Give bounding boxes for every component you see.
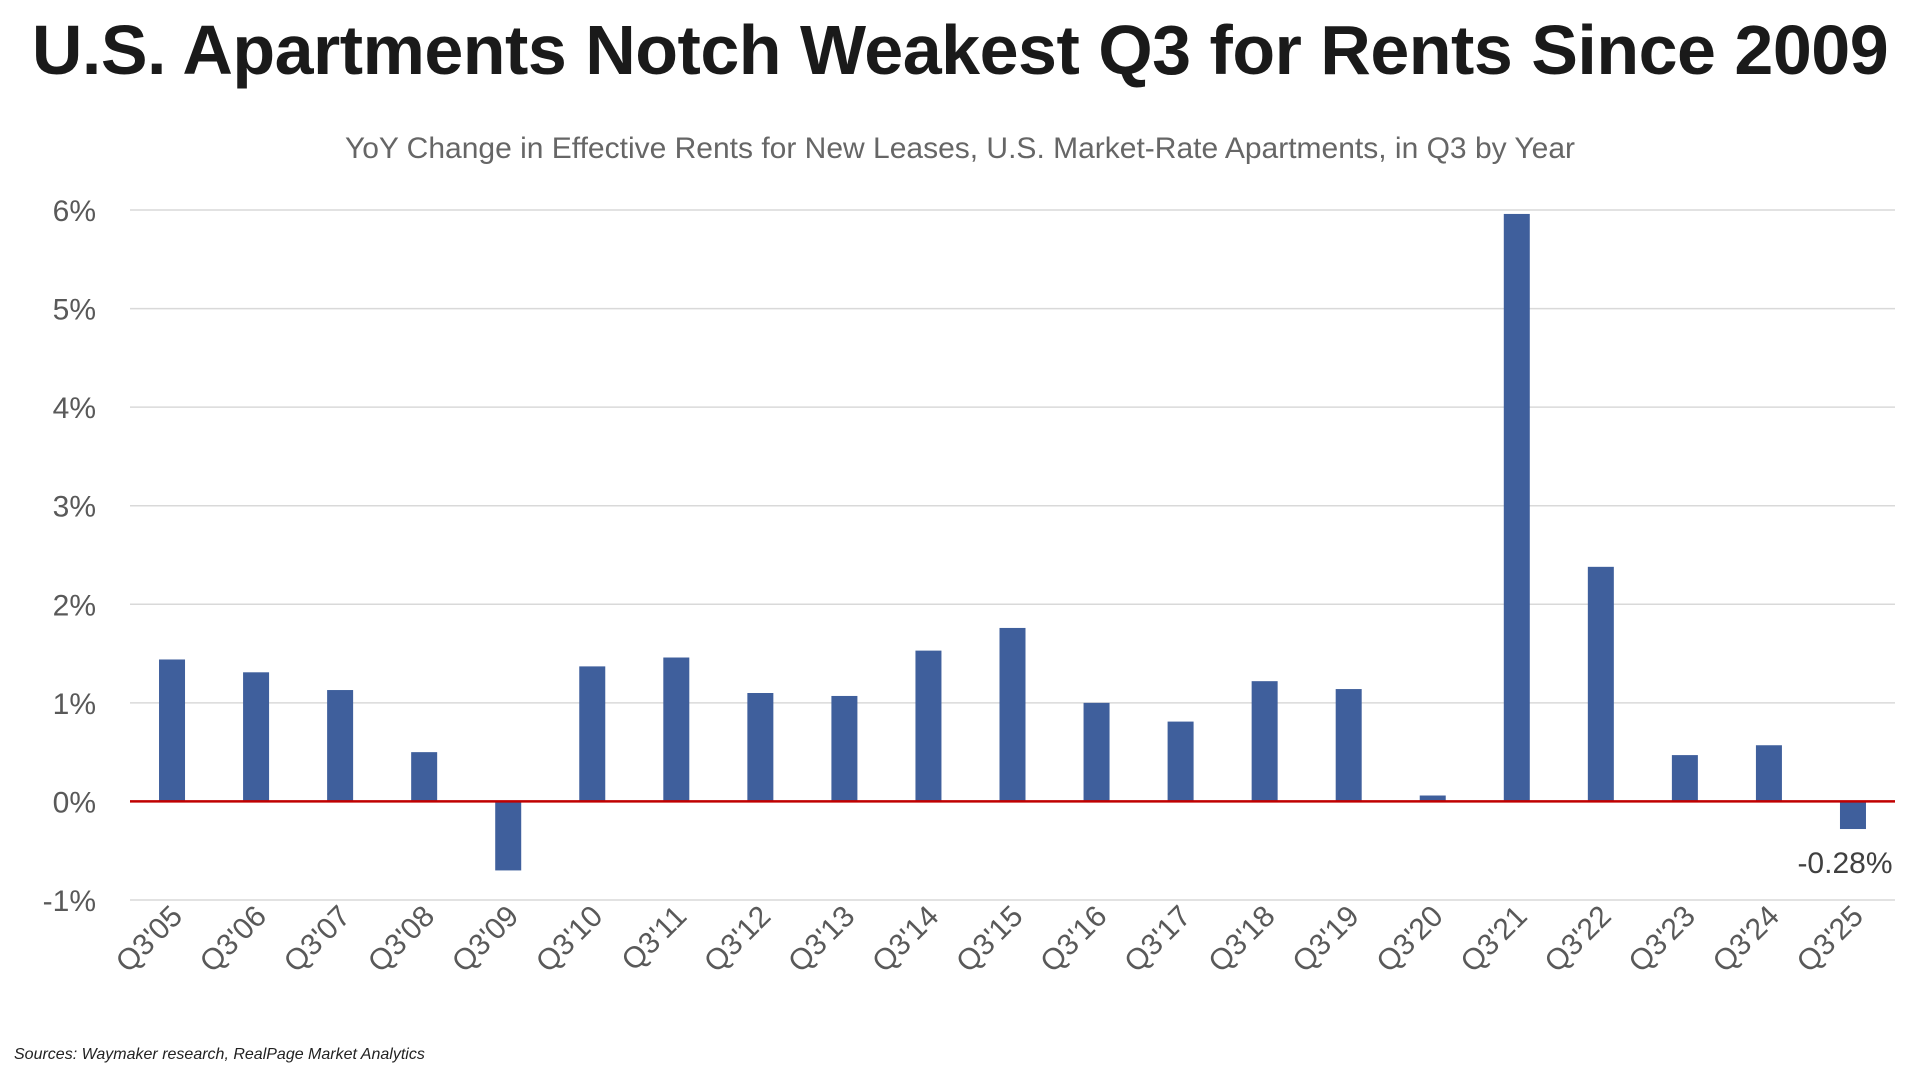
bar [1587,566,1614,802]
bar [1167,721,1194,802]
bar [999,627,1026,802]
y-tick-label: 0% [53,786,96,819]
bar [1419,795,1446,802]
x-tick-label: Q3'12 [698,900,777,979]
x-tick-label: Q3'10 [530,900,609,979]
x-tick-label: Q3'09 [446,900,525,979]
bar [579,666,606,802]
bar [327,690,354,802]
data-label: -0.28% [1797,847,1892,880]
bar [831,695,858,802]
x-tick-label: Q3'06 [194,900,273,979]
x-tick-label: Q3'20 [1370,900,1449,979]
bar [1671,755,1698,802]
x-tick-label: Q3'11 [616,900,694,978]
x-tick-label: Q3'24 [1707,900,1786,979]
x-tick-label: Q3'22 [1538,900,1617,979]
x-tick-label: Q3'25 [1791,900,1870,979]
bar [1251,681,1278,802]
y-tick-label: 5% [53,294,96,327]
bar [243,672,270,802]
x-tick-label: Q3'19 [1286,900,1365,979]
chart-title: U.S. Apartments Notch Weakest Q3 for Ren… [31,11,1889,89]
bar [159,659,186,802]
x-tick-label: Q3'07 [278,900,357,979]
source-note: Sources: Waymaker research, RealPage Mar… [14,1046,425,1063]
y-tick-label: 2% [53,589,96,622]
y-tick-label: -1% [43,885,96,918]
x-tick-label: Q3'21 [1454,900,1533,979]
bar [1839,801,1866,830]
bar [1335,689,1362,802]
bar [1755,745,1782,802]
x-tick-label: Q3'05 [110,900,189,979]
x-tick-label: Q3'16 [1034,900,1113,979]
bar [1503,213,1530,802]
x-tick-label: Q3'17 [1118,900,1197,979]
x-tick-label: Q3'18 [1202,900,1281,979]
y-tick-label: 6% [53,195,96,228]
x-tick-label: Q3'23 [1623,900,1702,979]
bar [747,693,774,802]
bar [411,752,438,802]
y-tick-label: 4% [53,392,96,425]
x-tick-label: Q3'08 [362,900,441,979]
chart-subtitle: YoY Change in Effective Rents for New Le… [344,132,1576,165]
bar [1083,702,1110,802]
y-tick-label: 3% [53,491,96,524]
bar [915,650,942,802]
bar [495,801,522,871]
x-tick-label: Q3'14 [866,900,945,979]
bar [663,657,690,802]
x-tick-label: Q3'15 [950,900,1029,979]
y-tick-label: 1% [53,688,96,721]
x-tick-label: Q3'13 [782,900,861,979]
